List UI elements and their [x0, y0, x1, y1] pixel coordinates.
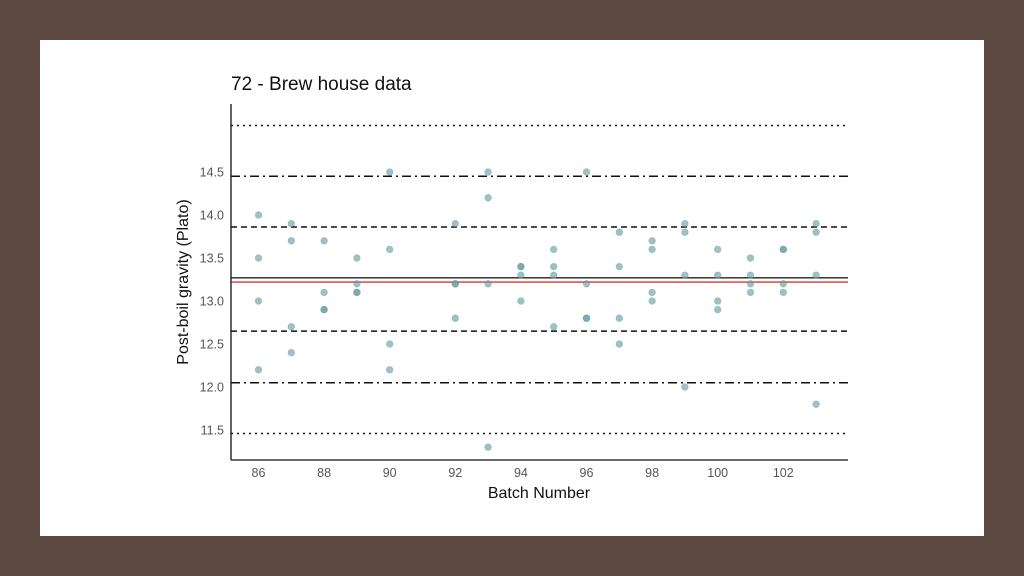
data-points [254, 168, 820, 451]
data-point [287, 237, 296, 245]
x-tick-label: 98 [645, 466, 659, 480]
data-point [386, 245, 394, 254]
x-tick-label: 96 [580, 466, 594, 480]
data-point [746, 280, 755, 288]
y-axis-label: Post-boil gravity (Plato) [175, 199, 192, 364]
data-point [713, 271, 722, 279]
data-point [386, 366, 394, 374]
data-point [287, 323, 296, 331]
data-point [353, 288, 361, 297]
data-point [254, 297, 263, 305]
y-tick-label: 11.5 [201, 424, 224, 438]
data-point [353, 280, 361, 288]
data-point [812, 228, 820, 236]
y-tick-label: 14.5 [200, 166, 224, 180]
data-point [254, 254, 263, 262]
data-point [615, 340, 623, 348]
y-tick-label: 12.0 [200, 381, 224, 395]
slide: 72 - Brew house data 86 88 90 92 94 96 98 100 10… [40, 40, 984, 536]
data-point [550, 262, 558, 271]
data-point [320, 288, 328, 297]
x-axis-label: Batch Number [488, 485, 591, 502]
data-point [517, 297, 525, 305]
data-point [713, 245, 722, 254]
data-point [779, 280, 787, 288]
y-tick-label: 13.5 [200, 252, 224, 266]
data-point [615, 262, 623, 271]
data-point [386, 168, 394, 176]
data-point [615, 314, 623, 322]
y-tick-label: 13.0 [200, 295, 224, 309]
data-point [648, 288, 656, 297]
data-point [550, 271, 558, 279]
data-point [287, 219, 296, 228]
data-point [254, 366, 263, 374]
data-point [451, 280, 459, 288]
data-point [582, 314, 591, 322]
data-point [451, 314, 459, 322]
reference-lines [231, 124, 848, 435]
data-point [812, 400, 820, 408]
data-point [320, 237, 328, 245]
data-point [254, 211, 263, 219]
data-point [648, 297, 656, 305]
data-point [681, 228, 689, 236]
x-tick-label: 94 [514, 466, 528, 480]
x-tick-label: 102 [773, 466, 794, 480]
x-tick-label: 92 [448, 466, 462, 480]
data-point [779, 245, 787, 254]
scatter-chart: 72 - Brew house data 86 88 90 92 94 96 98 100 10… [175, 74, 848, 502]
data-point [484, 443, 492, 451]
data-point [681, 383, 689, 391]
data-point [287, 348, 296, 357]
data-point [353, 254, 361, 262]
data-point [681, 271, 689, 279]
data-point [484, 280, 492, 288]
data-point [812, 219, 820, 228]
x-tick-label: 90 [383, 466, 397, 480]
data-point [484, 194, 492, 202]
data-point [320, 305, 328, 314]
chart-title: 72 - Brew house data [231, 74, 412, 95]
data-point [648, 237, 656, 245]
y-tick-label: 14.0 [200, 209, 224, 223]
data-point [550, 323, 558, 331]
data-point [615, 228, 623, 236]
data-point [582, 168, 591, 176]
data-point [746, 271, 755, 279]
data-point [713, 297, 722, 305]
data-point [517, 262, 525, 271]
data-point [517, 271, 525, 279]
axes [230, 104, 848, 461]
data-point [713, 305, 722, 314]
data-point [746, 254, 755, 262]
data-point [681, 219, 689, 228]
x-tick-labels: 86 88 90 92 94 96 98 100 102 [252, 466, 794, 480]
data-point [746, 288, 755, 297]
x-tick-label: 88 [317, 466, 331, 480]
data-point [582, 280, 591, 288]
y-tick-labels: 11.5 12.0 12.5 13.0 13.5 14.0 14.5 [200, 166, 224, 438]
x-tick-label: 100 [707, 466, 728, 480]
data-point [779, 288, 787, 297]
data-point [648, 245, 656, 254]
data-point [484, 168, 492, 176]
data-point [550, 245, 558, 254]
y-tick-label: 12.5 [200, 338, 224, 352]
data-point [451, 219, 459, 228]
x-tick-label: 86 [252, 466, 266, 480]
data-point [386, 340, 394, 348]
data-point [812, 271, 820, 279]
